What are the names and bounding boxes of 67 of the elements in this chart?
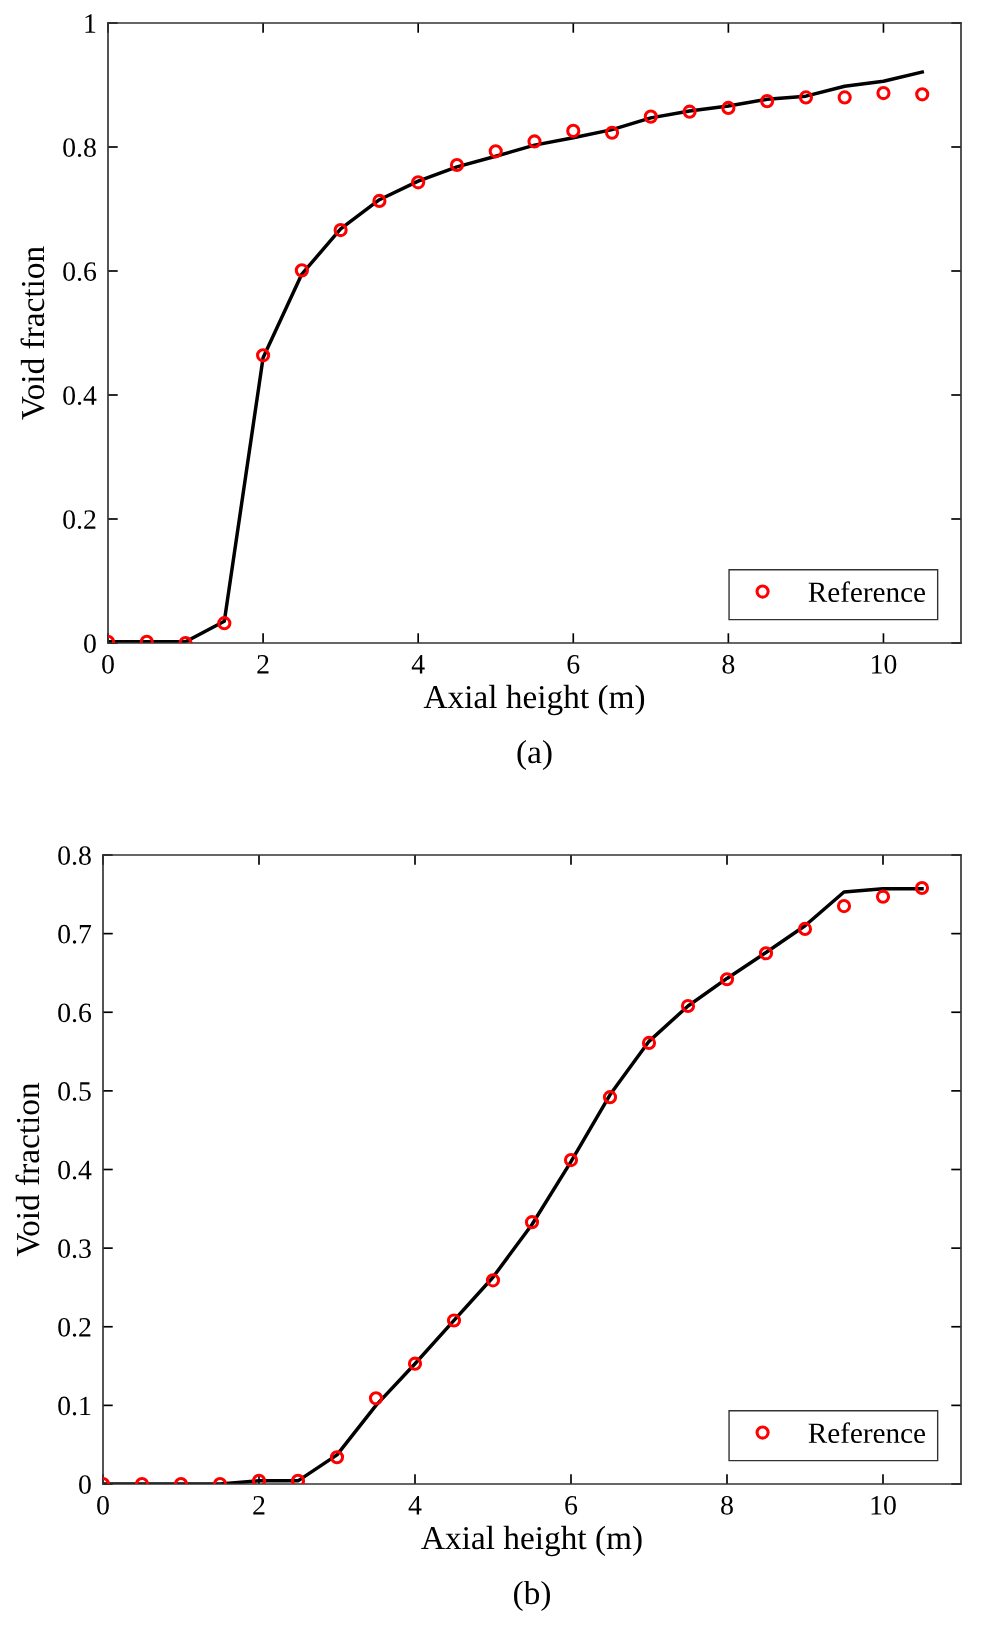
point [333, 223, 348, 238]
legend-label: Reference [808, 581, 925, 603]
point [527, 134, 542, 149]
point [602, 1090, 618, 1105]
point [798, 90, 813, 105]
y-tick-label: 0.6 [63, 262, 97, 282]
point [876, 85, 891, 101]
point [760, 94, 775, 109]
point [680, 998, 696, 1014]
point [797, 921, 813, 936]
x-tick-label: 6 [567, 654, 580, 674]
x-tick-label: 4 [408, 1496, 422, 1515]
y-tick-label: 0.4 [58, 1160, 92, 1180]
x-tick-label: 8 [722, 654, 735, 674]
y-tick-label: 0.2 [63, 510, 96, 530]
point [719, 972, 735, 987]
point [566, 123, 581, 138]
y-axis-title: Void fraction [20, 246, 45, 420]
point [758, 946, 774, 961]
point [721, 100, 736, 116]
point [682, 104, 697, 119]
y-tick-label: 0 [79, 1475, 91, 1494]
y-axis-title: Void fraction [15, 1082, 40, 1257]
text: (b) [514, 1580, 550, 1612]
x-axis-title: Axial height (m) [421, 1525, 642, 1557]
point [836, 899, 852, 914]
text: (a) [517, 739, 552, 771]
point [446, 1313, 462, 1328]
x-tick-label: 6 [565, 1495, 578, 1515]
y-tick-label: 0.6 [58, 1003, 92, 1023]
x-tick-label: 4 [411, 655, 425, 674]
point [255, 348, 271, 363]
x-tick-label: 2 [257, 654, 269, 674]
x-tick-label: 10 [872, 654, 897, 674]
point [643, 109, 658, 124]
y-tick-label: 0.4 [63, 386, 97, 406]
legend-label: Reference [808, 1422, 925, 1444]
y-tick-label: 1 [85, 14, 96, 33]
y-tick-label: 0.2 [58, 1317, 91, 1337]
point [563, 1152, 579, 1168]
y-tick-label: 0 [84, 634, 96, 653]
point [641, 1035, 657, 1050]
x-tick-label: 8 [721, 1495, 733, 1515]
point [915, 87, 930, 102]
y-tick-label: 0.3 [58, 1239, 91, 1259]
point [875, 889, 891, 904]
point [372, 193, 387, 209]
point [411, 175, 426, 190]
point [449, 157, 465, 173]
x-tick-label: 10 [871, 1495, 896, 1515]
y-tick-label: 0.8 [58, 846, 91, 866]
point [294, 263, 309, 278]
y-tick-label: 0.7 [58, 924, 92, 944]
line-series [108, 70, 924, 643]
y-tick-label: 0.8 [63, 138, 96, 158]
point [604, 125, 620, 140]
point [485, 1273, 501, 1288]
x-tick-label: 0 [102, 654, 114, 674]
point [407, 1356, 423, 1371]
y-tick-label: 0.5 [58, 1082, 91, 1101]
point [837, 90, 852, 105]
point [914, 880, 930, 896]
x-tick-label: 2 [253, 1495, 265, 1515]
point [488, 144, 503, 159]
point [524, 1215, 540, 1230]
x-axis-title: Axial height (m) [423, 684, 645, 716]
y-tick-label: 0.1 [58, 1396, 91, 1416]
